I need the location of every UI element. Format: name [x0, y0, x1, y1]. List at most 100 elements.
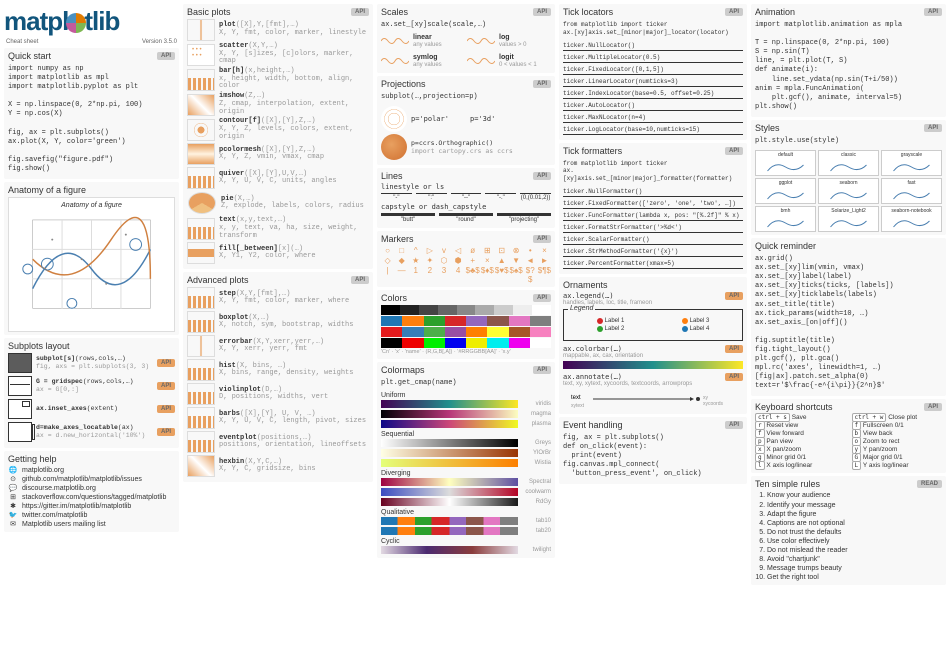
advanced-plots-section: Advanced plotsAPI step(X,Y,[fmt],…)X, Y,…	[183, 272, 373, 482]
plot-thumb	[187, 311, 215, 333]
help-icon: ⊙	[8, 475, 18, 483]
plot-item: quiver([X],[Y],U,V,…)X, Y, U, V, C, unit…	[187, 167, 369, 189]
api-badge[interactable]: API	[157, 428, 175, 436]
code-block: fig, ax = plt.subplots() def on_click(ev…	[563, 432, 743, 481]
plot-item: text(x,y,text,…)x, y, text, va, ha, size…	[187, 217, 369, 240]
rule-item: Captions are not optional	[767, 519, 942, 528]
marker-glyph: •	[524, 246, 537, 255]
api-badge[interactable]: API	[533, 8, 551, 16]
rule-item: Identify your message	[767, 501, 942, 510]
anatomy-figure: Anatomy of a figure	[8, 197, 175, 332]
rule-item: Do not mislead the reader	[767, 546, 942, 555]
help-link[interactable]: ✉Matplotlib users mailing list	[8, 520, 175, 528]
plot-item: eventplot(positions,…)positions, orienta…	[187, 431, 369, 453]
marker-glyph: ★	[409, 256, 422, 265]
help-link[interactable]: 🐦twitter.com/matplotlib	[8, 511, 175, 519]
api-badge[interactable]: API	[725, 345, 743, 353]
plot-thumb	[187, 69, 215, 91]
colormap-row: coolwarm	[381, 487, 551, 497]
api-badge[interactable]: API	[533, 235, 551, 243]
tick-locator-item: ticker.FixedLocator([0,1,5])	[563, 65, 743, 75]
section-title: Styles	[755, 123, 780, 133]
section-title: Tick locators	[563, 7, 613, 17]
reminder-section: Quick reminder ax.grid() ax.set_[xy]lim(…	[751, 238, 946, 396]
read-badge[interactable]: READ	[917, 480, 942, 488]
api-badge[interactable]: API	[157, 359, 175, 367]
api-badge[interactable]: API	[725, 147, 743, 155]
api-badge[interactable]: API	[533, 80, 551, 88]
marker-glyph: ×	[481, 256, 494, 265]
colormap-row: twilight	[381, 545, 551, 555]
scale-item: logvalues > 0	[467, 34, 551, 48]
marker-glyph: ⬡	[437, 256, 450, 265]
api-badge[interactable]: API	[533, 366, 551, 374]
api-badge[interactable]: API	[351, 8, 369, 16]
help-link[interactable]: 💬discourse.matplotlib.org	[8, 484, 175, 492]
svg-text:xycoords: xycoords	[703, 401, 724, 407]
style-preview: bmh	[755, 206, 816, 232]
plot-thumb	[187, 431, 215, 453]
api-badge[interactable]: API	[157, 405, 175, 413]
api-badge[interactable]: API	[533, 294, 551, 302]
tick-formatters-section: Tick formattersAPI from matplotlib impor…	[559, 143, 747, 274]
plot-item: plot([X],Y,[fmt],…)X, Y, fmt, color, mar…	[187, 19, 369, 41]
plot-item: bar[h](x,height,…)x, height, width, bott…	[187, 68, 369, 91]
api-badge[interactable]: API	[924, 124, 942, 132]
shortcut-row: g Minor grid 0/1G Major grid 0/1	[755, 454, 942, 461]
ornaments-section: Ornaments ax.legend(…)API handles, label…	[559, 277, 747, 414]
marker-glyph: ×	[538, 246, 551, 255]
style-preview: ggplot	[755, 178, 816, 204]
marker-glyph: ◁	[452, 246, 465, 255]
tick-locator-item: ticker.MaxNLocator(n=4)	[563, 113, 743, 123]
plot-item: errorbar(X,Y,xerr,yerr,…)X, Y, xerr, yer…	[187, 335, 369, 357]
marker-glyph: v	[437, 246, 450, 255]
help-link[interactable]: ⊞stackoverflow.com/questions/tagged/matp…	[8, 493, 175, 501]
help-link[interactable]: ⊙github.com/matplotlib/matplotlib/issues	[8, 475, 175, 483]
marker-glyph: $¶$	[538, 266, 551, 284]
api-badge[interactable]: API	[924, 403, 942, 411]
marker-glyph: ○	[381, 246, 394, 255]
marker-glyph: ▲	[495, 256, 509, 265]
api-badge[interactable]: API	[157, 52, 175, 60]
section-title: Ornaments	[563, 280, 608, 290]
scales-section: ScalesAPI ax.set_[xy]scale(scale,…) line…	[377, 4, 555, 73]
annotate-demo: text xytext xy xycoords	[563, 387, 743, 411]
plot-thumb	[187, 167, 215, 189]
markers-section: MarkersAPI ○□^▷v◁ø⊞⊡⊗•×◇◆★✦⬡⬢+×▲▼◄►|—123…	[377, 231, 555, 287]
marker-glyph: 2	[423, 266, 436, 284]
api-badge[interactable]: API	[157, 382, 175, 390]
colormap-row: RdGy	[381, 497, 551, 507]
colorbar-demo	[563, 361, 743, 369]
api-badge[interactable]: API	[725, 373, 743, 381]
marker-glyph: ⊗	[510, 246, 523, 255]
marker-glyph: |	[381, 266, 394, 284]
api-badge[interactable]: API	[924, 8, 942, 16]
api-badge[interactable]: API	[351, 276, 369, 284]
help-link[interactable]: 🌐matplotlib.org	[8, 466, 175, 474]
api-badge[interactable]: API	[725, 8, 743, 16]
section-title: Event handling	[563, 420, 623, 430]
marker-glyph: ⬢	[452, 256, 465, 265]
help-link[interactable]: ✱https://gitter.im/matplotlib/matplotlib	[8, 502, 175, 510]
rule-item: Know your audience	[767, 491, 942, 500]
code-block: subplot(…,projection=p)	[381, 91, 551, 104]
section-title: Lines	[381, 171, 403, 181]
section-title: Getting help	[8, 454, 57, 464]
section-title: Basic plots	[187, 7, 231, 17]
tick-locator-item: ticker.LogLocator(base=10,numticks=15)	[563, 125, 743, 135]
rule-item: Do not trust the defaults	[767, 528, 942, 537]
section-title: Keyboard shortcuts	[755, 402, 833, 412]
api-badge[interactable]: API	[725, 292, 743, 300]
style-preview: grayscale	[881, 150, 942, 176]
color-bar	[381, 327, 551, 337]
plot-thumb	[187, 94, 215, 116]
marker-glyph: $♦$	[481, 266, 494, 284]
help-icon: 🌐	[8, 466, 18, 474]
api-badge[interactable]: API	[725, 421, 743, 429]
marker-glyph: 4	[452, 266, 465, 284]
marker-glyph: ▷	[423, 246, 436, 255]
section-title: Scales	[381, 7, 408, 17]
marker-glyph: ◆	[395, 256, 408, 265]
api-badge[interactable]: API	[533, 172, 551, 180]
shortcut-row: l X axis log/linearL Y axis log/linear	[755, 462, 942, 469]
